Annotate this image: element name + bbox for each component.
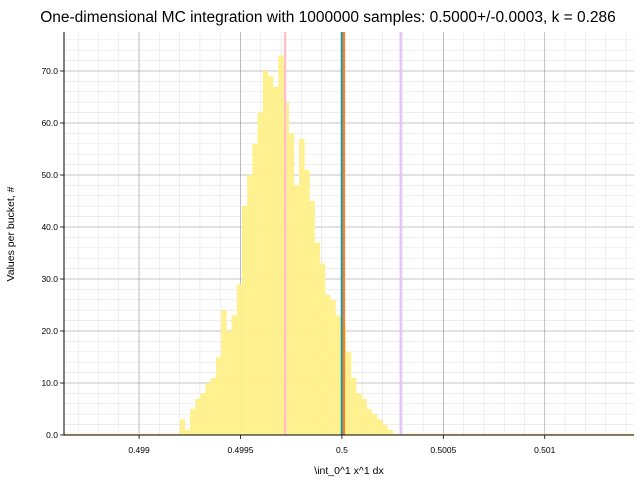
histogram-bar: [293, 185, 300, 435]
chart-title: One-dimensional MC integration with 1000…: [40, 9, 616, 26]
axes: [63, 32, 634, 436]
x-tick-label: 0.4995: [227, 445, 253, 455]
x-tick-label: 0.499: [128, 445, 150, 455]
x-tick-label: 0.501: [534, 445, 556, 455]
histogram-bar: [231, 315, 238, 435]
x-axis-label: \int_0^1 x^1 dx: [314, 465, 384, 477]
histogram-bar: [288, 133, 295, 435]
histogram-bar: [356, 393, 362, 435]
y-axis-ticks: 0.0 10.0 20.0 30.0 40.0 50.0 60.0 70.0: [41, 66, 64, 440]
histogram-bar: [319, 263, 326, 435]
histogram-bar: [215, 357, 222, 435]
histogram-bar: [179, 419, 186, 435]
y-tick-label: 0.0: [46, 430, 58, 440]
histogram-bar: [273, 86, 279, 435]
histogram-bar: [387, 429, 393, 435]
x-tick-label: 0.5005: [430, 445, 456, 455]
histogram-bar: [205, 383, 212, 435]
y-tick-label: 40.0: [41, 222, 58, 232]
y-tick-label: 30.0: [41, 274, 58, 284]
histogram-bar: [382, 424, 388, 435]
histogram-bar: [252, 143, 258, 436]
reference-lines: [283, 32, 402, 435]
histogram-bar: [304, 169, 310, 436]
histogram-bar: [257, 112, 264, 435]
histogram-bar: [350, 377, 357, 435]
histogram-bar: [361, 398, 367, 435]
histogram-bar: [226, 331, 232, 435]
histogram-bar: [241, 206, 248, 435]
x-tick-label: 0.5: [336, 445, 348, 455]
histogram-bar: [262, 71, 269, 435]
histogram-bar: [330, 299, 336, 435]
histogram-bar: [309, 201, 315, 435]
histogram-bar: [210, 377, 217, 435]
histogram-bar: [366, 409, 373, 435]
y-tick-label: 60.0: [41, 118, 58, 128]
histogram-bar: [221, 310, 227, 435]
histogram-bar: [200, 393, 206, 435]
histogram-bar: [278, 55, 284, 436]
x-axis-ticks: 0.499 0.4995 0.5 0.5005 0.501: [128, 435, 556, 455]
y-tick-label: 20.0: [41, 326, 58, 336]
histogram-bar: [247, 175, 253, 435]
histogram-bar: [335, 315, 341, 435]
histogram-bar: [195, 398, 201, 435]
histogram-bar: [299, 138, 305, 435]
histogram-bar: [345, 351, 352, 435]
y-tick-label: 50.0: [41, 170, 58, 180]
histogram-bar: [236, 284, 243, 435]
histogram-bar: [267, 76, 274, 435]
y-tick-label: 10.0: [41, 378, 58, 388]
histogram-bar: [184, 429, 191, 435]
y-axis-label: Values per bucket, #: [5, 186, 17, 281]
histogram-bar: [325, 294, 331, 435]
histogram-bar: [190, 409, 196, 435]
histogram-bar: [376, 419, 383, 435]
histogram-bar: [314, 242, 321, 435]
histogram-bar: [371, 414, 378, 435]
y-tick-label: 70.0: [41, 66, 58, 76]
